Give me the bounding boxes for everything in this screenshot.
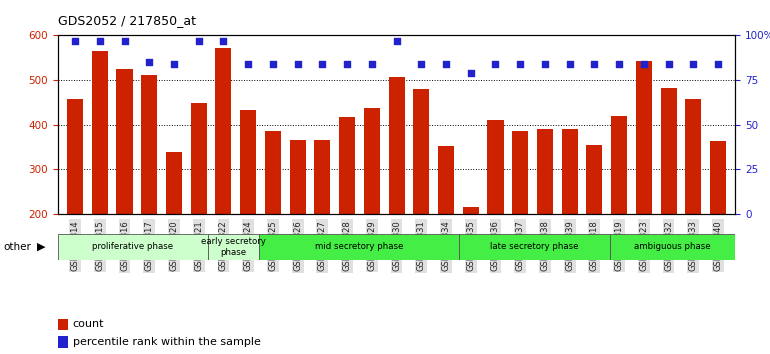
Point [192, 38, 205, 44]
Bar [459, 234, 610, 260]
Text: early secretory
phase: early secretory phase [201, 237, 266, 257]
Point [489, 61, 501, 67]
Point [69, 38, 81, 44]
Point [390, 38, 403, 44]
Point [440, 61, 452, 67]
Point [588, 61, 601, 67]
Bar [363, 108, 380, 214]
Point [662, 61, 675, 67]
Bar [487, 120, 504, 214]
Text: other: other [4, 242, 32, 252]
Point [143, 59, 156, 65]
Point [366, 61, 378, 67]
Text: GDS2052 / 217850_at: GDS2052 / 217850_at [58, 13, 196, 27]
Bar [240, 110, 256, 214]
Point [613, 61, 625, 67]
Point [119, 38, 131, 44]
Bar [561, 129, 578, 214]
Point [168, 61, 180, 67]
Bar [166, 152, 182, 214]
Point [564, 61, 576, 67]
Point [242, 61, 254, 67]
Bar [116, 69, 132, 214]
Bar [413, 88, 430, 214]
Point [217, 38, 229, 44]
Point [539, 61, 551, 67]
Point [316, 61, 329, 67]
Bar [216, 48, 232, 214]
Point [687, 61, 699, 67]
Text: count: count [72, 319, 104, 330]
Text: percentile rank within the sample: percentile rank within the sample [72, 337, 260, 347]
Point [514, 61, 527, 67]
Bar [661, 88, 677, 214]
Bar [512, 131, 528, 214]
Bar [610, 234, 735, 260]
Bar [314, 140, 330, 214]
Bar [463, 207, 479, 214]
Text: late secretory phase: late secretory phase [490, 242, 579, 251]
Bar [685, 99, 701, 214]
Bar [67, 99, 83, 214]
Bar [586, 145, 602, 214]
Bar [265, 131, 281, 214]
Bar [92, 51, 108, 214]
Point [638, 61, 650, 67]
Bar [58, 319, 68, 330]
Bar [710, 141, 726, 214]
Bar [209, 234, 259, 260]
Point [94, 38, 106, 44]
Bar [537, 129, 553, 214]
Point [712, 61, 725, 67]
Bar [389, 77, 404, 214]
Bar [339, 117, 355, 214]
Bar [141, 75, 157, 214]
Point [266, 61, 279, 67]
Text: proliferative phase: proliferative phase [92, 242, 173, 251]
Bar [438, 146, 454, 214]
Point [292, 61, 304, 67]
Point [341, 61, 353, 67]
Point [464, 70, 477, 76]
Text: mid secretory phase: mid secretory phase [315, 242, 403, 251]
Bar [636, 61, 652, 214]
Bar [58, 234, 209, 260]
Bar [58, 336, 68, 348]
Text: ambiguous phase: ambiguous phase [634, 242, 711, 251]
Bar [611, 116, 627, 214]
Text: ▶: ▶ [37, 242, 45, 252]
Point [415, 61, 427, 67]
Bar [290, 141, 306, 214]
Bar [191, 103, 207, 214]
Bar [259, 234, 459, 260]
